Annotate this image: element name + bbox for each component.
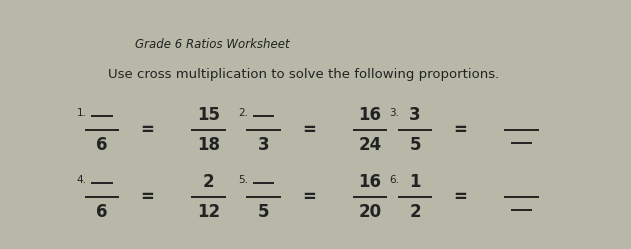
Text: =: = xyxy=(302,188,316,206)
Text: 6: 6 xyxy=(97,203,108,221)
Text: 2.: 2. xyxy=(238,108,248,118)
Text: =: = xyxy=(302,121,316,139)
Text: 15: 15 xyxy=(197,106,220,124)
Text: Use cross multiplication to solve the following proportions.: Use cross multiplication to solve the fo… xyxy=(109,68,500,81)
Text: =: = xyxy=(454,188,467,206)
Text: 3: 3 xyxy=(257,135,269,154)
Text: Grade 6 Ratios Worksheet: Grade 6 Ratios Worksheet xyxy=(135,38,290,51)
Text: =: = xyxy=(141,188,154,206)
Text: 6.: 6. xyxy=(389,175,399,185)
Text: 6: 6 xyxy=(97,135,108,154)
Text: 3: 3 xyxy=(410,106,421,124)
Text: =: = xyxy=(141,121,154,139)
Text: 2: 2 xyxy=(410,203,421,221)
Text: 24: 24 xyxy=(358,135,382,154)
Text: 1.: 1. xyxy=(76,108,86,118)
Text: 5: 5 xyxy=(257,203,269,221)
Text: 1: 1 xyxy=(410,173,421,191)
Text: 16: 16 xyxy=(358,106,381,124)
Text: 3.: 3. xyxy=(389,108,399,118)
Text: 5: 5 xyxy=(410,135,421,154)
Text: 5.: 5. xyxy=(238,175,248,185)
Text: =: = xyxy=(454,121,467,139)
Text: 12: 12 xyxy=(197,203,220,221)
Text: 20: 20 xyxy=(358,203,381,221)
Text: 2: 2 xyxy=(203,173,215,191)
Text: 16: 16 xyxy=(358,173,381,191)
Text: 4.: 4. xyxy=(76,175,86,185)
Text: 18: 18 xyxy=(197,135,220,154)
